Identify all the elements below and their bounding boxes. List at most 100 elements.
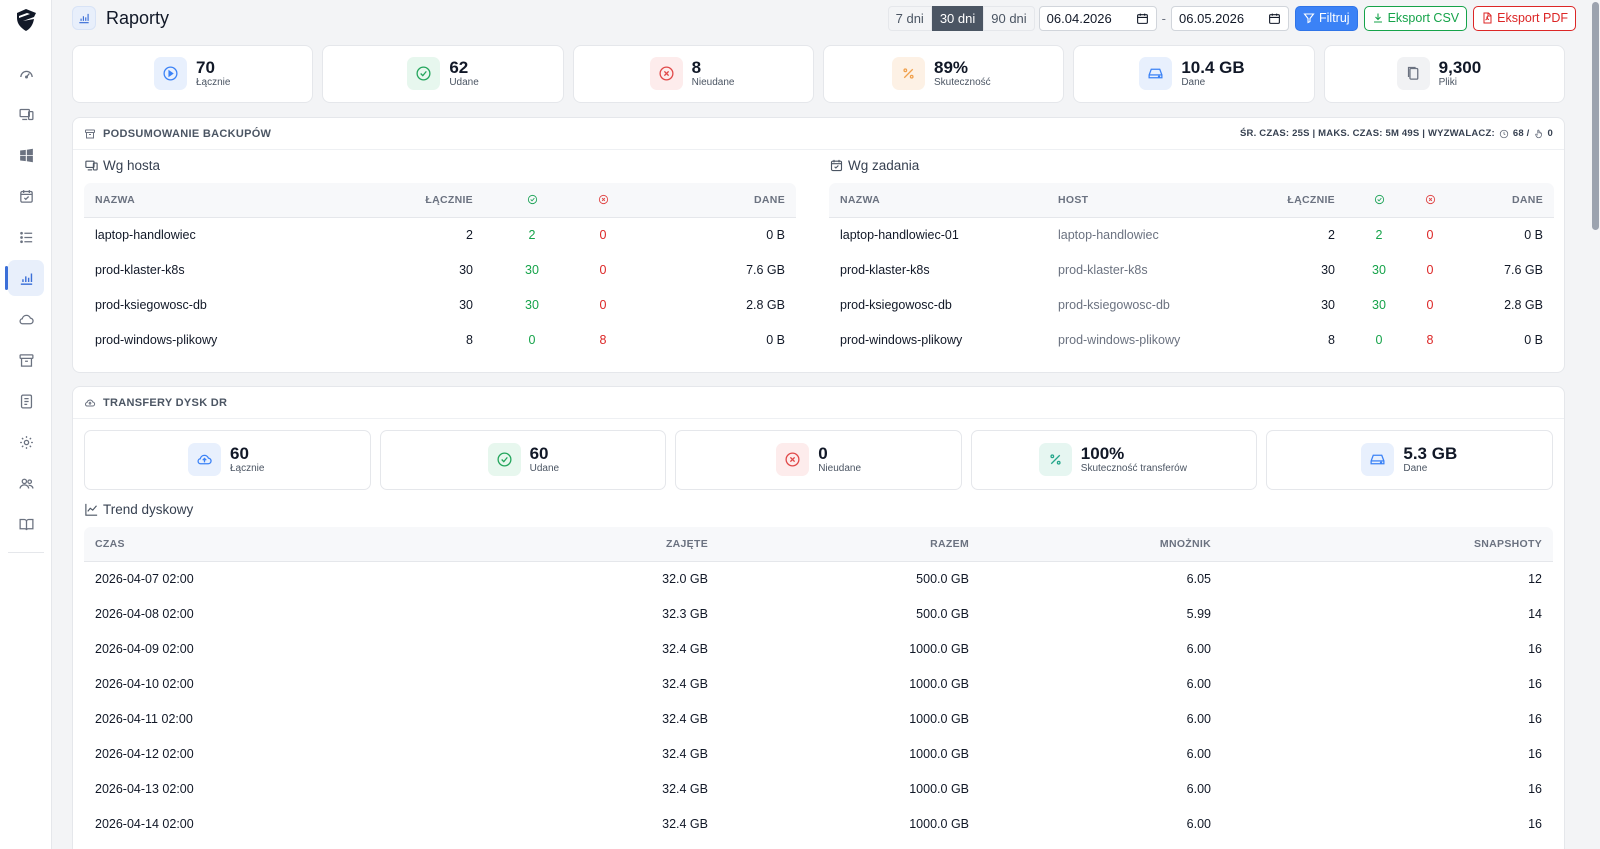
- export-pdf-button[interactable]: Eksport PDF: [1473, 5, 1576, 31]
- calendar-icon[interactable]: [1268, 12, 1281, 25]
- date-from-input[interactable]: 06.04.2026: [1038, 5, 1157, 31]
- export-csv-button[interactable]: Eksport CSV: [1363, 5, 1468, 31]
- column-header-total: ŁĄCZNIE: [1261, 183, 1346, 218]
- table-row[interactable]: 2026-04-14 02:00 32.4 GB 1000.0 GB 6.00 16: [84, 806, 1553, 841]
- sidebar-item-archive[interactable]: [8, 342, 44, 378]
- table-row[interactable]: 2026-04-11 02:00 32.4 GB 1000.0 GB 6.00 16: [84, 701, 1553, 736]
- column-header-success: [1346, 183, 1412, 218]
- table-row[interactable]: 2026-04-08 02:00 32.3 GB 500.0 GB 5.99 14: [84, 596, 1553, 631]
- x-circle-icon: [598, 195, 608, 205]
- bar-chart-icon: [79, 13, 89, 24]
- failed-count: 0: [1426, 297, 1434, 312]
- column-header-total: RAZEM: [719, 527, 980, 562]
- host-name: prod-windows-plikowy: [95, 332, 218, 347]
- total-count: 2: [466, 227, 473, 242]
- dr-stat-cards: 60 Łącznie 60 Udane 0 Nieudane: [84, 430, 1553, 490]
- stat-value: 62: [449, 58, 469, 77]
- page-title: Raporty: [106, 8, 170, 28]
- table-row[interactable]: laptop-handlowiec 2 2 0 0 B: [84, 217, 796, 252]
- trend-total: 500.0 GB: [916, 606, 969, 621]
- job-host: prod-windows-plikowy: [1058, 332, 1181, 347]
- sidebar-item-windows[interactable]: [8, 137, 44, 173]
- sidebar-divider: [8, 552, 44, 553]
- dr-stat-card-success: 60 Udane: [379, 430, 667, 490]
- dashboard-icon: [19, 70, 33, 79]
- trend-used: 32.0 GB: [662, 571, 708, 586]
- stat-value: 100%: [1080, 444, 1125, 463]
- trend-used: 32.4 GB: [662, 816, 708, 831]
- windows-icon: [19, 148, 33, 162]
- sidebar-item-jobs[interactable]: [8, 219, 44, 255]
- range-90-days-button[interactable]: 90 dni: [983, 5, 1035, 31]
- trend-used: 32.4 GB: [662, 711, 708, 726]
- column-header-data: DANE: [1448, 183, 1554, 218]
- range-30-days-button[interactable]: 30 dni: [931, 5, 984, 31]
- stat-label: Skuteczność transferów: [1080, 463, 1187, 474]
- dr-transfers-panel: TRANSFERY DYSK DR 60 Łącznie 60 Udane: [72, 386, 1565, 849]
- sidebar-item-cloud[interactable]: [8, 301, 44, 337]
- total-count: 30: [459, 297, 473, 312]
- table-row[interactable]: prod-windows-plikowy prod-windows-plikowy…: [829, 322, 1554, 357]
- job-host: prod-ksiegowosc-db: [1058, 297, 1170, 312]
- job-name: prod-ksiegowosc-db: [840, 297, 952, 312]
- sidebar-item-devices[interactable]: [8, 96, 44, 132]
- table-row[interactable]: 2026-04-12 02:00 32.4 GB 1000.0 GB 6.00 16: [84, 736, 1553, 771]
- trend-multiplier: 6.05: [1186, 571, 1211, 586]
- scrollbar-thumb[interactable]: [1592, 2, 1599, 230]
- success-count: 30: [525, 262, 539, 277]
- data-size: 0 B: [766, 332, 785, 347]
- date-to-input[interactable]: 06.05.2026: [1171, 5, 1290, 31]
- data-size: 0 B: [1524, 332, 1543, 347]
- table-row[interactable]: prod-windows-plikowy 8 0 8 0 B: [84, 322, 796, 357]
- trend-total: 1000.0 GB: [909, 816, 969, 831]
- host-name: prod-ksiegowosc-db: [95, 297, 207, 312]
- pdf-file-icon: [1483, 12, 1492, 24]
- sidebar-item-documents[interactable]: [8, 383, 44, 419]
- filter-button-label: Filtruj: [1319, 11, 1350, 25]
- clock-icon: [1499, 129, 1509, 138]
- check-circle-icon: [407, 57, 441, 90]
- stat-card-success-rate: 89% Skuteczność: [822, 45, 1065, 103]
- trend-multiplier: 5.99: [1186, 606, 1211, 621]
- table-row[interactable]: prod-ksiegowosc-db prod-ksiegowosc-db 30 30…: [829, 287, 1554, 322]
- table-row[interactable]: laptop-handlowiec-01 laptop-handlowiec 2 2 0…: [829, 217, 1554, 252]
- sidebar-item-docs[interactable]: [8, 506, 44, 542]
- job-name: prod-klaster-k8s: [840, 262, 930, 277]
- dr-stat-card-data: 5.3 GB Dane: [1266, 430, 1553, 490]
- sidebar-item-dashboard[interactable]: [8, 55, 44, 91]
- calendar-icon[interactable]: [1136, 12, 1149, 25]
- data-size: 0 B: [1524, 227, 1543, 242]
- scrollbar[interactable]: [1591, 0, 1600, 849]
- success-count: 30: [525, 297, 539, 312]
- shield-logo-icon[interactable]: [14, 8, 38, 32]
- table-row[interactable]: prod-klaster-k8s prod-klaster-k8s 30 30 0 7.6…: [829, 252, 1554, 287]
- date-from-value: 06.04.2026: [1046, 10, 1112, 26]
- stat-label: Pliki: [1438, 77, 1457, 88]
- sidebar-item-users[interactable]: [8, 465, 44, 501]
- table-row[interactable]: prod-ksiegowosc-db 30 30 0 2.8 GB: [84, 287, 796, 322]
- column-header-snapshots: SNAPSHOTY: [1222, 527, 1553, 562]
- trend-total: 1000.0 GB: [909, 746, 969, 761]
- success-count: 0: [528, 332, 536, 347]
- table-row[interactable]: 2026-04-13 02:00 32.4 GB 1000.0 GB 6.00 16: [84, 771, 1553, 806]
- stat-card-total: 70 Łącznie: [72, 45, 314, 103]
- trend-snapshots: 16: [1528, 781, 1542, 796]
- total-count: 2: [1328, 227, 1335, 242]
- x-circle-icon: [649, 57, 683, 90]
- filter-button[interactable]: Filtruj: [1295, 5, 1358, 31]
- table-row[interactable]: 2026-04-09 02:00 32.4 GB 1000.0 GB 6.00 16: [84, 631, 1553, 666]
- trend-total: 1000.0 GB: [909, 676, 969, 691]
- table-row[interactable]: prod-klaster-k8s 30 30 0 7.6 GB: [84, 252, 796, 287]
- sidebar-item-schedule[interactable]: [8, 178, 44, 214]
- stat-label: Łącznie: [196, 77, 231, 88]
- sidebar-item-settings[interactable]: [8, 424, 44, 460]
- trend-snapshots: 16: [1528, 641, 1542, 656]
- table-row[interactable]: 2026-04-10 02:00 32.4 GB 1000.0 GB 6.00 16: [84, 666, 1553, 701]
- job-host: prod-klaster-k8s: [1058, 262, 1148, 277]
- x-circle-icon: [1425, 195, 1435, 205]
- range-7-days-button[interactable]: 7 dni: [887, 5, 932, 31]
- sidebar-item-reports[interactable]: [5, 260, 44, 296]
- stat-card-data: 10.4 GB Dane: [1073, 45, 1315, 103]
- dr-stat-card-failed: 0 Nieudane: [675, 430, 962, 490]
- table-row[interactable]: 2026-04-07 02:00 32.0 GB 500.0 GB 6.05 12: [84, 561, 1553, 596]
